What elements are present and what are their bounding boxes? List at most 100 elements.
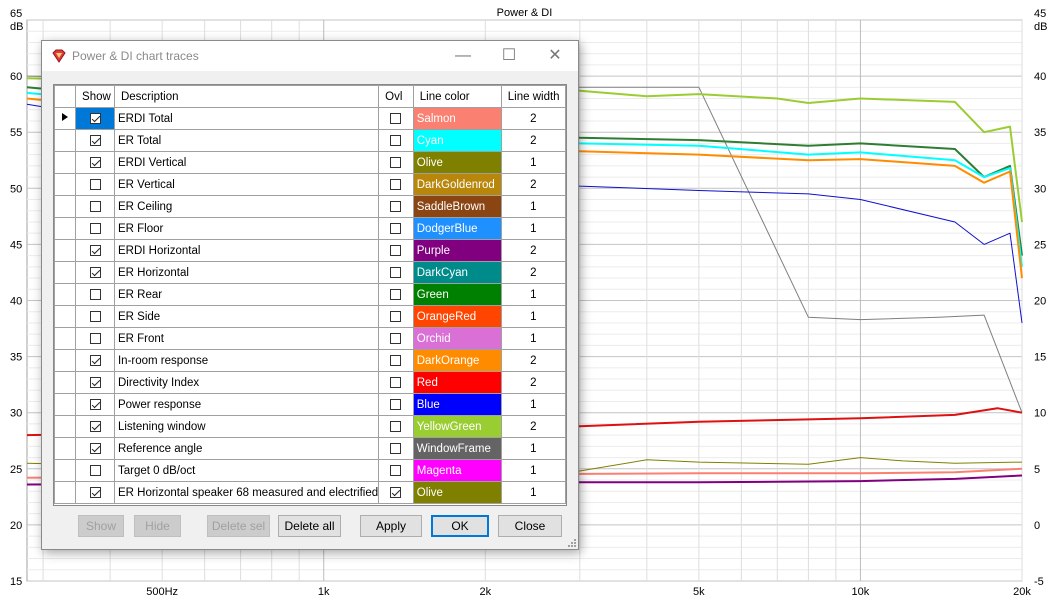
show-checkbox[interactable] bbox=[89, 464, 101, 476]
traces-grid[interactable]: Show Description Ovl Line color Line wid… bbox=[53, 84, 567, 506]
ovl-cell[interactable] bbox=[378, 459, 414, 482]
description-cell[interactable]: ER Horizontal speaker 68 measured and el… bbox=[113, 481, 380, 504]
ovl-checkbox[interactable] bbox=[390, 156, 402, 168]
column-header-line-width[interactable]: Line width bbox=[500, 85, 566, 108]
line-color-cell[interactable]: DodgerBlue bbox=[412, 217, 502, 240]
description-cell[interactable]: ER Horizontal bbox=[113, 261, 380, 284]
line-width-cell[interactable]: 1 bbox=[500, 327, 566, 350]
description-cell[interactable]: Power response bbox=[113, 393, 380, 416]
ovl-checkbox[interactable] bbox=[390, 486, 402, 498]
line-width-cell[interactable]: 1 bbox=[500, 481, 566, 504]
ovl-cell[interactable] bbox=[378, 173, 414, 196]
ovl-checkbox[interactable] bbox=[390, 376, 402, 388]
line-color-cell[interactable]: Red bbox=[412, 371, 502, 394]
ovl-cell[interactable] bbox=[378, 393, 414, 416]
show-cell[interactable] bbox=[75, 305, 115, 328]
line-width-cell[interactable]: 2 bbox=[500, 173, 566, 196]
show-checkbox[interactable] bbox=[89, 376, 101, 388]
ovl-checkbox[interactable] bbox=[390, 442, 402, 454]
resize-grip-icon[interactable] bbox=[566, 537, 576, 547]
row-indicator[interactable] bbox=[54, 129, 77, 152]
show-cell[interactable] bbox=[75, 107, 115, 130]
table-row[interactable]: ER Side OrangeRed 1 bbox=[54, 305, 566, 328]
line-color-cell[interactable]: Purple bbox=[412, 239, 502, 262]
ovl-cell[interactable] bbox=[378, 151, 414, 174]
maximize-icon[interactable]: ☐ bbox=[501, 47, 517, 64]
show-cell[interactable] bbox=[75, 327, 115, 350]
show-checkbox[interactable] bbox=[89, 398, 101, 410]
row-indicator[interactable] bbox=[54, 371, 77, 394]
row-indicator[interactable] bbox=[54, 305, 77, 328]
show-cell[interactable] bbox=[75, 151, 115, 174]
line-color-cell[interactable]: DarkCyan bbox=[412, 261, 502, 284]
table-row[interactable]: Target 0 dB/oct Magenta 1 bbox=[54, 459, 566, 482]
ovl-cell[interactable] bbox=[378, 283, 414, 306]
show-cell[interactable] bbox=[75, 283, 115, 306]
ovl-cell[interactable] bbox=[378, 349, 414, 372]
table-row[interactable]: ER Total Cyan 2 bbox=[54, 129, 566, 152]
ovl-checkbox[interactable] bbox=[390, 266, 402, 278]
line-color-cell[interactable]: DarkGoldenrod bbox=[412, 173, 502, 196]
line-color-cell[interactable]: Olive bbox=[412, 481, 502, 504]
show-checkbox[interactable] bbox=[89, 134, 101, 146]
ovl-cell[interactable] bbox=[378, 261, 414, 284]
ovl-checkbox[interactable] bbox=[390, 398, 402, 410]
show-checkbox[interactable] bbox=[89, 420, 101, 432]
ovl-cell[interactable] bbox=[378, 129, 414, 152]
column-header-line-color[interactable]: Line color bbox=[412, 85, 502, 108]
line-width-cell[interactable]: 1 bbox=[500, 151, 566, 174]
show-checkbox[interactable] bbox=[89, 266, 101, 278]
table-row[interactable]: Reference angle WindowFrame 1 bbox=[54, 437, 566, 460]
row-indicator[interactable] bbox=[54, 107, 77, 130]
line-color-cell[interactable]: SaddleBrown bbox=[412, 195, 502, 218]
show-cell[interactable] bbox=[75, 129, 115, 152]
show-button[interactable]: Show bbox=[78, 515, 124, 537]
line-width-cell[interactable]: 2 bbox=[500, 239, 566, 262]
description-cell[interactable]: ER Floor bbox=[113, 217, 380, 240]
table-row[interactable]: ER Horizontal DarkCyan 2 bbox=[54, 261, 566, 284]
table-row[interactable]: In-room response DarkOrange 2 bbox=[54, 349, 566, 372]
line-width-cell[interactable]: 1 bbox=[500, 217, 566, 240]
ovl-checkbox[interactable] bbox=[390, 310, 402, 322]
ovl-cell[interactable] bbox=[378, 217, 414, 240]
table-row[interactable]: ERDI Vertical Olive 1 bbox=[54, 151, 566, 174]
show-checkbox[interactable] bbox=[89, 222, 101, 234]
ovl-cell[interactable] bbox=[378, 371, 414, 394]
ok-button[interactable]: OK bbox=[431, 515, 489, 537]
show-checkbox[interactable] bbox=[89, 244, 101, 256]
show-checkbox[interactable] bbox=[89, 288, 101, 300]
line-color-cell[interactable]: OrangeRed bbox=[412, 305, 502, 328]
row-indicator[interactable] bbox=[54, 415, 77, 438]
show-cell[interactable] bbox=[75, 217, 115, 240]
line-color-cell[interactable]: YellowGreen bbox=[412, 415, 502, 438]
line-color-cell[interactable]: Cyan bbox=[412, 129, 502, 152]
delete-selected-button[interactable]: Delete sel bbox=[207, 515, 270, 537]
table-row[interactable]: ER Front Orchid 1 bbox=[54, 327, 566, 350]
row-indicator[interactable] bbox=[54, 239, 77, 262]
table-row[interactable]: ERDI Horizontal Purple 2 bbox=[54, 239, 566, 262]
show-cell[interactable] bbox=[75, 393, 115, 416]
row-indicator[interactable] bbox=[54, 195, 77, 218]
show-checkbox[interactable] bbox=[89, 178, 101, 190]
column-header-description[interactable]: Description bbox=[113, 85, 380, 108]
description-cell[interactable]: In-room response bbox=[113, 349, 380, 372]
line-color-cell[interactable]: Olive bbox=[412, 151, 502, 174]
line-color-cell[interactable]: Magenta bbox=[412, 459, 502, 482]
show-cell[interactable] bbox=[75, 437, 115, 460]
line-width-cell[interactable]: 1 bbox=[500, 393, 566, 416]
table-row[interactable]: ER Horizontal speaker 68 measured and el… bbox=[54, 481, 566, 504]
row-indicator[interactable] bbox=[54, 151, 77, 174]
line-width-cell[interactable]: 2 bbox=[500, 107, 566, 130]
line-color-cell[interactable]: WindowFrame bbox=[412, 437, 502, 460]
show-cell[interactable] bbox=[75, 349, 115, 372]
line-width-cell[interactable]: 2 bbox=[500, 261, 566, 284]
line-width-cell[interactable]: 1 bbox=[500, 437, 566, 460]
description-cell[interactable]: ER Vertical bbox=[113, 173, 380, 196]
dialog-titlebar[interactable]: Power & DI chart traces — ☐ ✕ bbox=[42, 41, 578, 71]
ovl-checkbox[interactable] bbox=[390, 222, 402, 234]
line-color-cell[interactable]: Orchid bbox=[412, 327, 502, 350]
ovl-cell[interactable] bbox=[378, 415, 414, 438]
show-cell[interactable] bbox=[75, 239, 115, 262]
ovl-checkbox[interactable] bbox=[390, 354, 402, 366]
show-cell[interactable] bbox=[75, 371, 115, 394]
